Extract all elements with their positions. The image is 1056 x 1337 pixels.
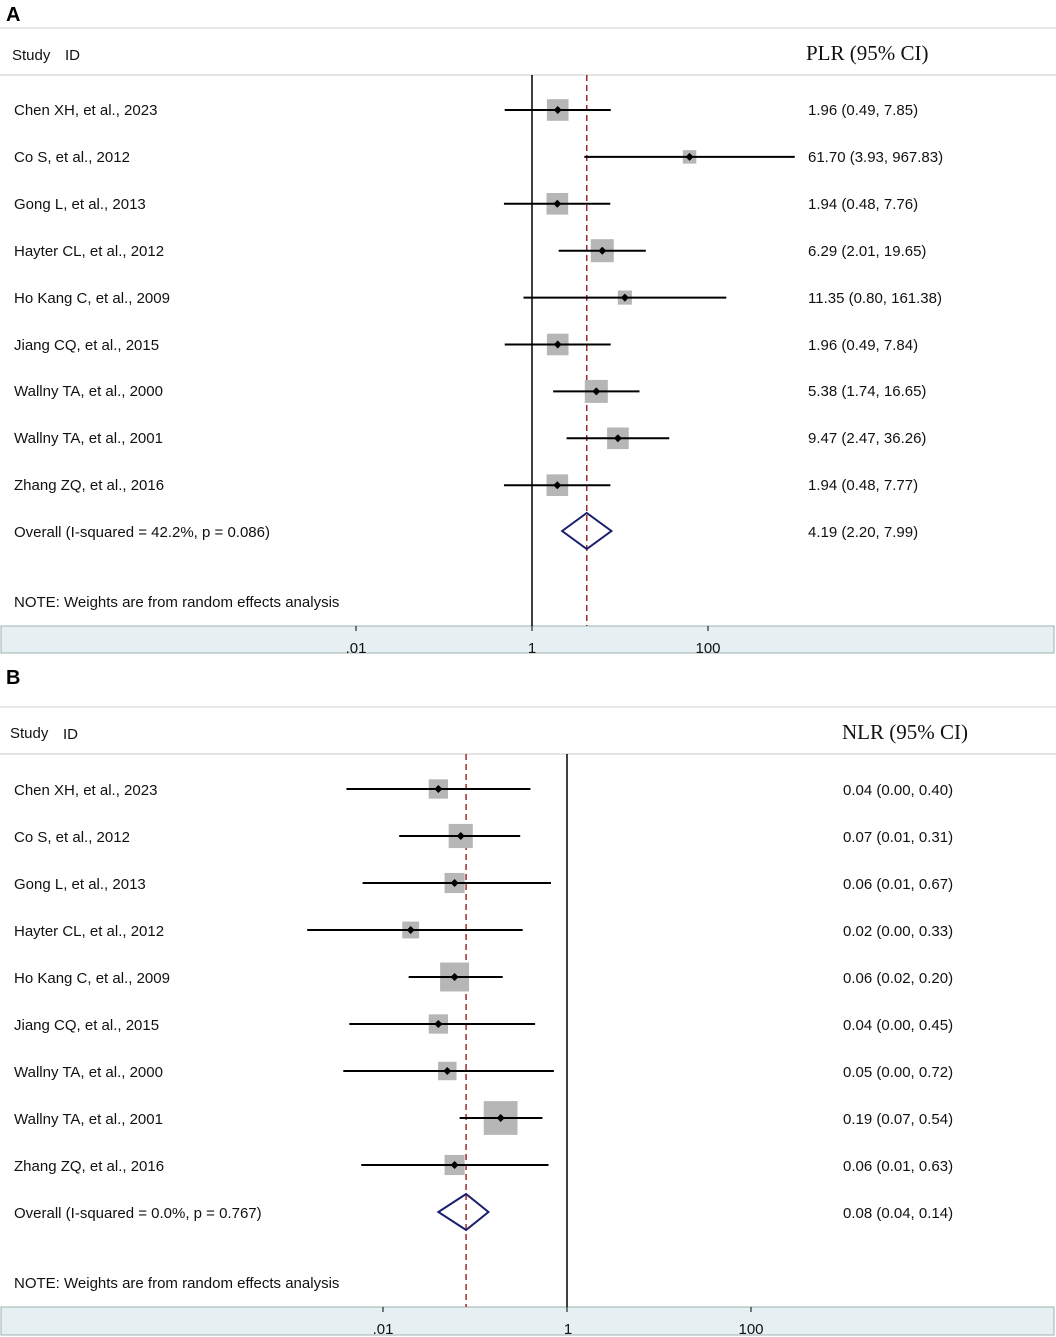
panel-a-ci-text: 9.47 (2.47, 36.26) — [808, 430, 926, 447]
panel-b-axis-band — [0, 1306, 1055, 1336]
panel-b: B Study ID NLR (95% CI) Chen XH, et al.,… — [0, 667, 1056, 1337]
panel-a-plot-area — [355, 75, 795, 631]
panel-a-study-label: Wallny TA, et al., 2000 — [14, 383, 163, 400]
panel-a-point-estimate — [553, 199, 562, 208]
panel-a-ci-text: 6.29 (2.01, 19.65) — [808, 243, 926, 260]
panel-a-axis-band — [0, 625, 1055, 654]
panel-b-ci-text: 0.04 (0.00, 0.45) — [843, 1017, 953, 1034]
panel-a-point-estimate — [613, 434, 622, 443]
panel-a-overall-ci-text: 4.19 (2.20, 7.99) — [808, 524, 918, 541]
panel-a-ci-text: 11.35 (0.80, 161.38) — [808, 290, 942, 307]
panel-b-study-label: Wallny TA, et al., 2001 — [14, 1111, 163, 1128]
panel-b-plot-area — [307, 754, 752, 1312]
panel-b-ci-text: 0.05 (0.00, 0.72) — [843, 1064, 953, 1081]
panel-b-study-label: Co S, et al., 2012 — [14, 829, 130, 846]
panel-b-ci-text: 0.07 (0.01, 0.31) — [843, 829, 953, 846]
panel-b-point-estimate — [434, 785, 443, 793]
panel-b-point-estimate — [406, 926, 415, 934]
panel-a-tick-label: 100 — [695, 640, 720, 657]
panel-a-tick-label: 1 — [528, 640, 536, 657]
panel-b-point-estimate — [450, 879, 459, 887]
panel-b-ci-text: 0.06 (0.01, 0.67) — [843, 876, 953, 893]
panel-a-tick-label: .01 — [346, 640, 367, 657]
panel-b-point-estimate — [450, 973, 459, 981]
panel-a-study-label: Hayter CL, et al., 2012 — [14, 243, 164, 260]
panel-a-study-label: Jiang CQ, et al., 2015 — [14, 337, 159, 354]
panel-b-ci-text: 0.04 (0.00, 0.40) — [843, 782, 953, 799]
panel-b-overall-label: Overall (I-squared = 0.0%, p = 0.767) — [14, 1205, 262, 1222]
panel-b-point-estimate — [434, 1020, 443, 1028]
panel-a-ci-text: 1.94 (0.48, 7.77) — [808, 477, 918, 494]
panel-a-study-label: Ho Kang C, et al., 2009 — [14, 290, 170, 307]
panel-b-header-id: ID — [63, 726, 78, 743]
panel-a-point-estimate — [685, 152, 694, 161]
panel-a-point-estimate — [620, 293, 629, 302]
panel-b-point-estimate — [456, 832, 465, 840]
panel-a-header-id: ID — [65, 47, 80, 64]
panel-a-ci-text: 5.38 (1.74, 16.65) — [808, 383, 926, 400]
panel-a-point-estimate — [598, 246, 607, 255]
panel-a-point-estimate — [553, 340, 562, 349]
panel-a-header-study: Study — [12, 47, 51, 64]
panel-b-study-label: Ho Kang C, et al., 2009 — [14, 970, 170, 987]
panel-a-study-label: Chen XH, et al., 2023 — [14, 102, 157, 119]
panel-a-point-estimate — [553, 481, 562, 490]
panel-b-tick-label: 100 — [738, 1321, 763, 1337]
panel-a: A Study ID PLR (95% CI) Chen XH, et al.,… — [0, 4, 1056, 657]
panel-b-ci-text: 0.06 (0.02, 0.20) — [843, 970, 953, 987]
panel-a-label: A — [6, 4, 20, 26]
panel-a-study-label: Co S, et al., 2012 — [14, 149, 130, 166]
panel-b-study-label: Jiang CQ, et al., 2015 — [14, 1017, 159, 1034]
panel-b-ci-text: 0.19 (0.07, 0.54) — [843, 1111, 953, 1128]
panel-a-overall-label: Overall (I-squared = 42.2%, p = 0.086) — [14, 524, 270, 541]
panel-b-tick-label: .01 — [373, 1321, 394, 1337]
panel-b-rows: Chen XH, et al., 2023 0.04 (0.00, 0.40) … — [14, 782, 953, 1292]
panel-a-point-estimate — [553, 106, 562, 114]
panel-b-note: NOTE: Weights are from random effects an… — [14, 1275, 339, 1292]
panel-a-ci-text: 1.96 (0.49, 7.85) — [808, 102, 918, 119]
panel-b-study-label: Gong L, et al., 2013 — [14, 876, 146, 893]
panel-b-ci-text: 0.02 (0.00, 0.33) — [843, 923, 953, 940]
panel-a-study-label: Zhang ZQ, et al., 2016 — [14, 477, 164, 494]
panel-b-point-estimate — [450, 1161, 459, 1169]
panel-a-ci-text: 61.70 (3.93, 967.83) — [808, 149, 943, 166]
panel-a-study-label: Wallny TA, et al., 2001 — [14, 430, 163, 447]
panel-a-rows: Chen XH, et al., 2023 1.96 (0.49, 7.85) … — [14, 102, 943, 611]
panel-b-study-label: Chen XH, et al., 2023 — [14, 782, 157, 799]
panel-a-point-estimate — [592, 387, 601, 396]
panel-b-overall-diamond — [436, 1192, 491, 1232]
panel-b-study-label: Zhang ZQ, et al., 2016 — [14, 1158, 164, 1175]
panel-b-header-study: Study — [10, 725, 49, 742]
panel-a-overall-diamond — [560, 511, 614, 551]
panel-b-estimate-header: NLR (95% CI) — [842, 720, 968, 744]
panel-a-ci-text: 1.96 (0.49, 7.84) — [808, 337, 918, 354]
panel-a-note: NOTE: Weights are from random effects an… — [14, 594, 339, 611]
panel-a-study-label: Gong L, et al., 2013 — [14, 196, 146, 213]
panel-b-label: B — [6, 667, 20, 689]
panel-b-point-estimate — [443, 1067, 452, 1075]
panel-b-tick-label: 1 — [564, 1321, 572, 1337]
panel-a-estimate-header: PLR (95% CI) — [806, 41, 929, 65]
panel-b-study-label: Hayter CL, et al., 2012 — [14, 923, 164, 940]
panel-a-ci-text: 1.94 (0.48, 7.76) — [808, 196, 918, 213]
panel-b-point-estimate — [496, 1114, 505, 1122]
panel-b-ci-text: 0.06 (0.01, 0.63) — [843, 1158, 953, 1175]
panel-b-study-label: Wallny TA, et al., 2000 — [14, 1064, 163, 1081]
panel-b-overall-ci-text: 0.08 (0.04, 0.14) — [843, 1205, 953, 1222]
